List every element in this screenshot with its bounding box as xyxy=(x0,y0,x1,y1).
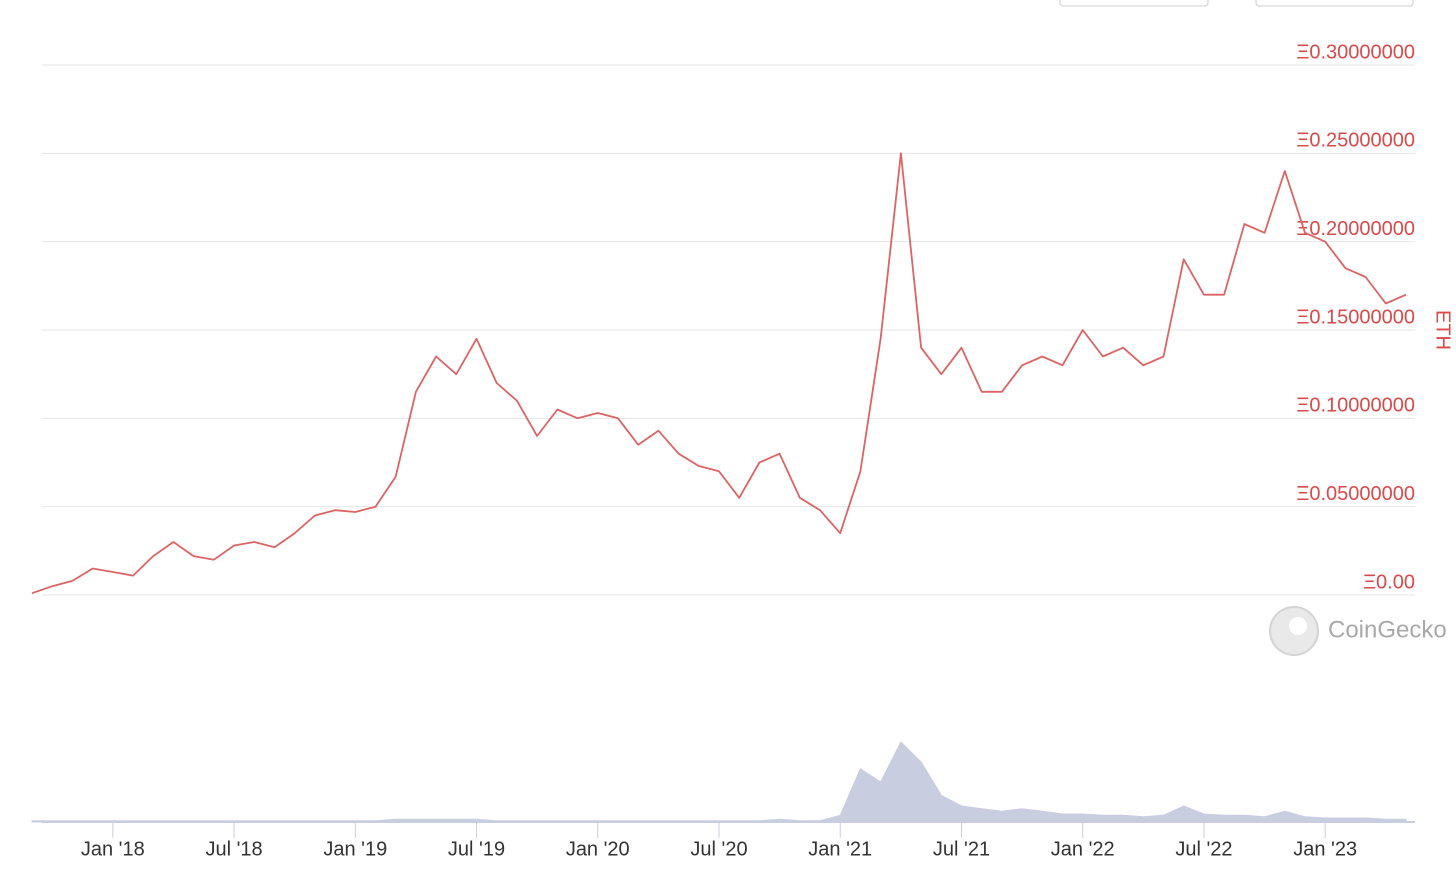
x-tick-label: Jul '19 xyxy=(448,838,505,860)
y-tick-label: Ξ0.25000000 xyxy=(1296,130,1415,152)
y-tick-label: Ξ0.15000000 xyxy=(1296,306,1415,328)
x-tick-label: Jan '18 xyxy=(81,838,145,860)
y-tick-label: Ξ0.30000000 xyxy=(1296,41,1415,63)
watermark: CoinGecko xyxy=(1269,606,1447,656)
volume-layer: Jan '18 Jul '18 Jan '19 Jul '19 Jan '20 Jul '… xyxy=(31,741,1415,860)
y-tick-label: Ξ0.00 xyxy=(1363,571,1415,593)
x-tick-label: Jul '21 xyxy=(933,838,990,860)
watermark-text: CoinGecko xyxy=(1328,616,1447,643)
y-tick-label: Ξ0.10000000 xyxy=(1296,395,1415,417)
price-line xyxy=(31,152,1407,595)
grid: Ξ0.00 Ξ0.05000000 Ξ0.10000000 Ξ0.15000000 Ξ0… xyxy=(42,41,1415,596)
x-tick-label: Jan '23 xyxy=(1293,838,1357,860)
y-tick-label: Ξ0.20000000 xyxy=(1296,218,1415,240)
x-tick-label: Jan '20 xyxy=(566,838,630,860)
x-tick-label: Jan '19 xyxy=(323,838,387,860)
y-tick-label: Ξ0.05000000 xyxy=(1296,483,1415,505)
range-button[interactable] xyxy=(1059,0,1209,7)
range-button[interactable] xyxy=(1255,0,1414,7)
watermark-logo-eye xyxy=(1289,617,1307,635)
x-tick-label: Jul '22 xyxy=(1175,838,1232,860)
x-tick-label: Jul '20 xyxy=(690,838,747,860)
plot xyxy=(31,152,1407,595)
y-axis-label: ETH xyxy=(1432,310,1454,350)
x-tick-label: Jan '21 xyxy=(808,838,872,860)
volume-area xyxy=(31,741,1407,823)
x-tick-label: Jul '18 xyxy=(205,838,262,860)
x-tick-label: Jan '22 xyxy=(1051,838,1115,860)
